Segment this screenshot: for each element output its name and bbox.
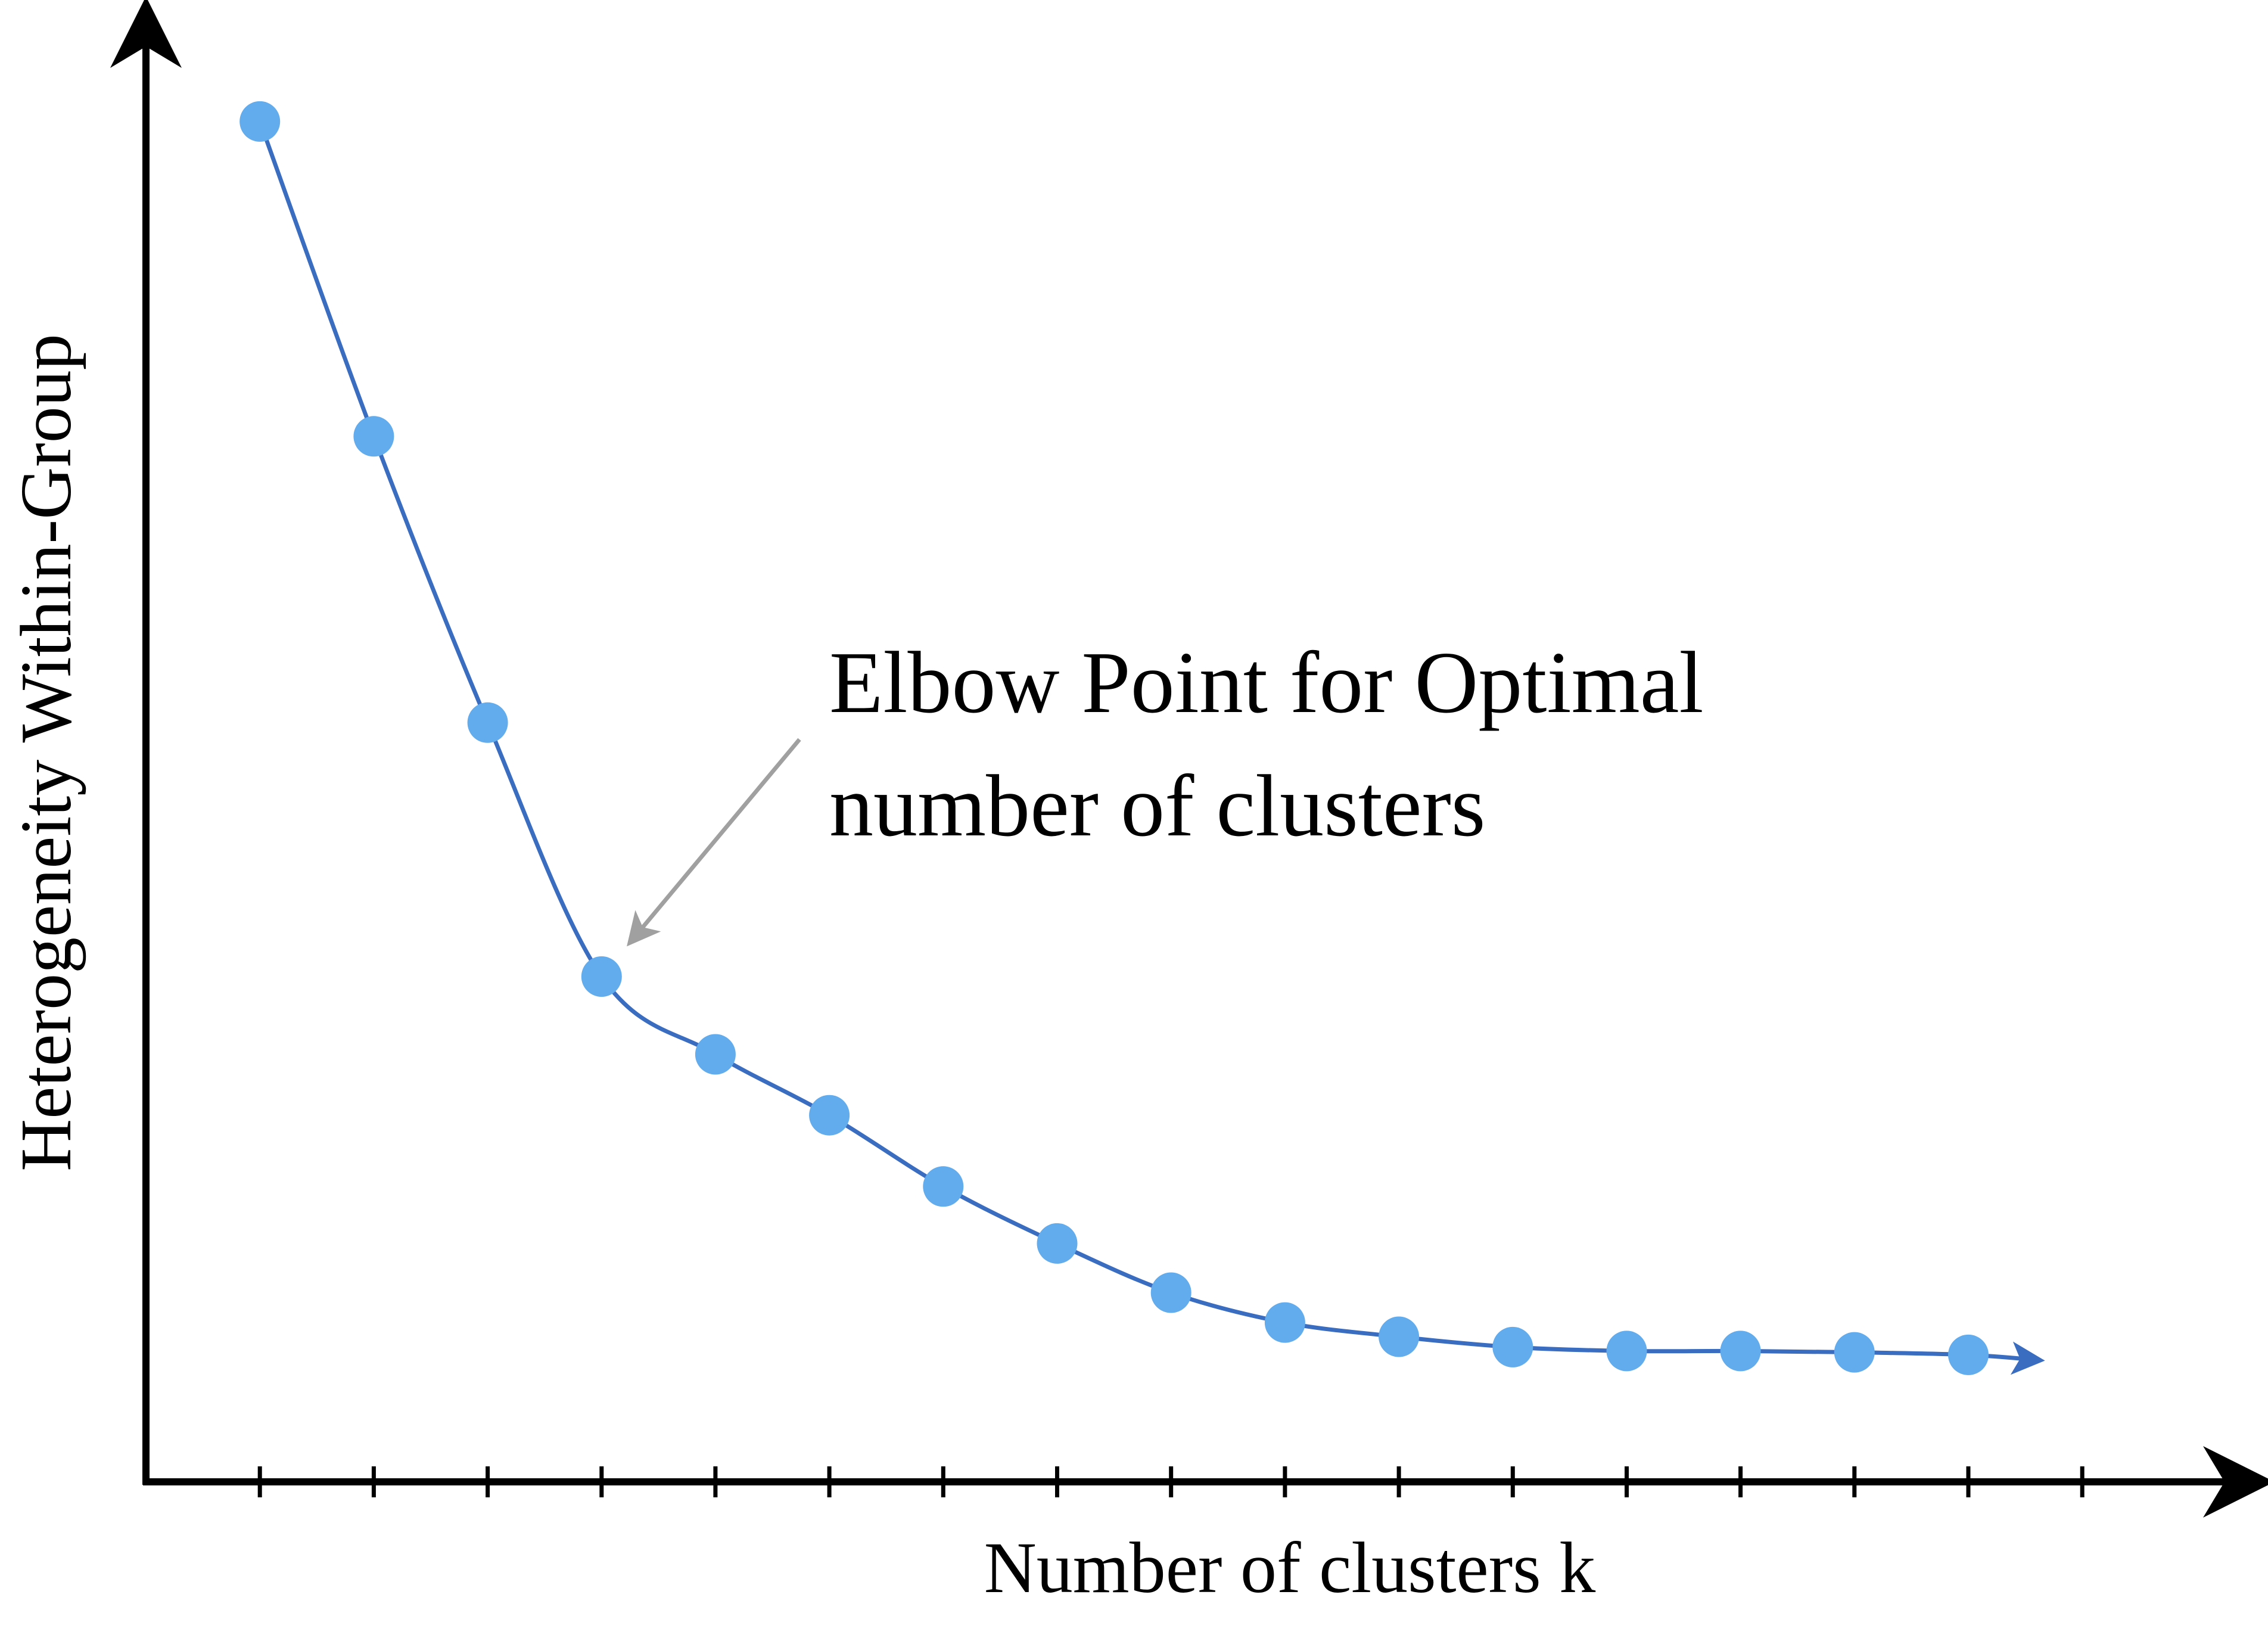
data-point-7 [923, 1166, 964, 1207]
data-point-11 [1379, 1316, 1420, 1357]
data-points [239, 101, 1989, 1375]
data-point-13 [1606, 1331, 1647, 1372]
data-point-1 [239, 101, 281, 142]
data-point-12 [1492, 1326, 1533, 1367]
data-point-5 [695, 1034, 736, 1075]
elbow-annotation-arrow [627, 738, 801, 947]
data-point-15 [1834, 1332, 1875, 1373]
data-point-9 [1150, 1272, 1191, 1313]
data-point-14 [1720, 1331, 1761, 1372]
x-axis-label: Number of clusters k [984, 1528, 1596, 1608]
data-point-10 [1264, 1302, 1305, 1343]
data-point-16 [1948, 1334, 1989, 1375]
y-axis-label: Heterogeneity Within-Group [6, 334, 86, 1171]
elbow-annotation-line1: Elbow Point for Optimal [829, 634, 1704, 732]
data-point-8 [1037, 1223, 1078, 1264]
series-line [257, 119, 2045, 1375]
data-point-3 [467, 702, 508, 743]
elbow-annotation-line2: number of clusters [829, 757, 1485, 855]
data-point-6 [809, 1095, 850, 1136]
data-point-2 [353, 416, 394, 457]
data-point-4 [581, 956, 622, 997]
